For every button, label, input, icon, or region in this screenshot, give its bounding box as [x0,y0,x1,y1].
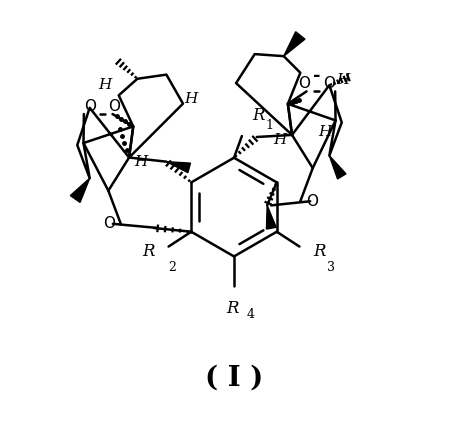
Polygon shape [267,205,276,229]
Text: O: O [298,76,311,91]
Polygon shape [71,178,90,202]
Text: 2: 2 [169,261,177,275]
Text: R: R [252,107,264,124]
Text: 4: 4 [247,308,255,321]
Text: 3: 3 [327,261,335,275]
Text: H: H [337,73,350,87]
Polygon shape [284,32,305,56]
Text: R: R [142,243,155,260]
Text: O: O [103,216,115,231]
Text: H: H [318,125,332,139]
Text: O: O [108,99,120,113]
Text: H: H [184,92,198,106]
Text: R: R [313,243,326,260]
Polygon shape [166,162,191,173]
Text: R: R [226,300,238,317]
Text: O: O [84,99,96,113]
Text: H: H [134,156,148,170]
Text: 1: 1 [266,119,274,132]
Text: H: H [98,79,112,93]
Text: ( I ): ( I ) [205,364,263,391]
Text: H: H [274,133,287,147]
Text: O: O [323,76,335,91]
Polygon shape [329,156,346,179]
Text: -: - [313,67,321,85]
Text: O: O [306,194,318,209]
